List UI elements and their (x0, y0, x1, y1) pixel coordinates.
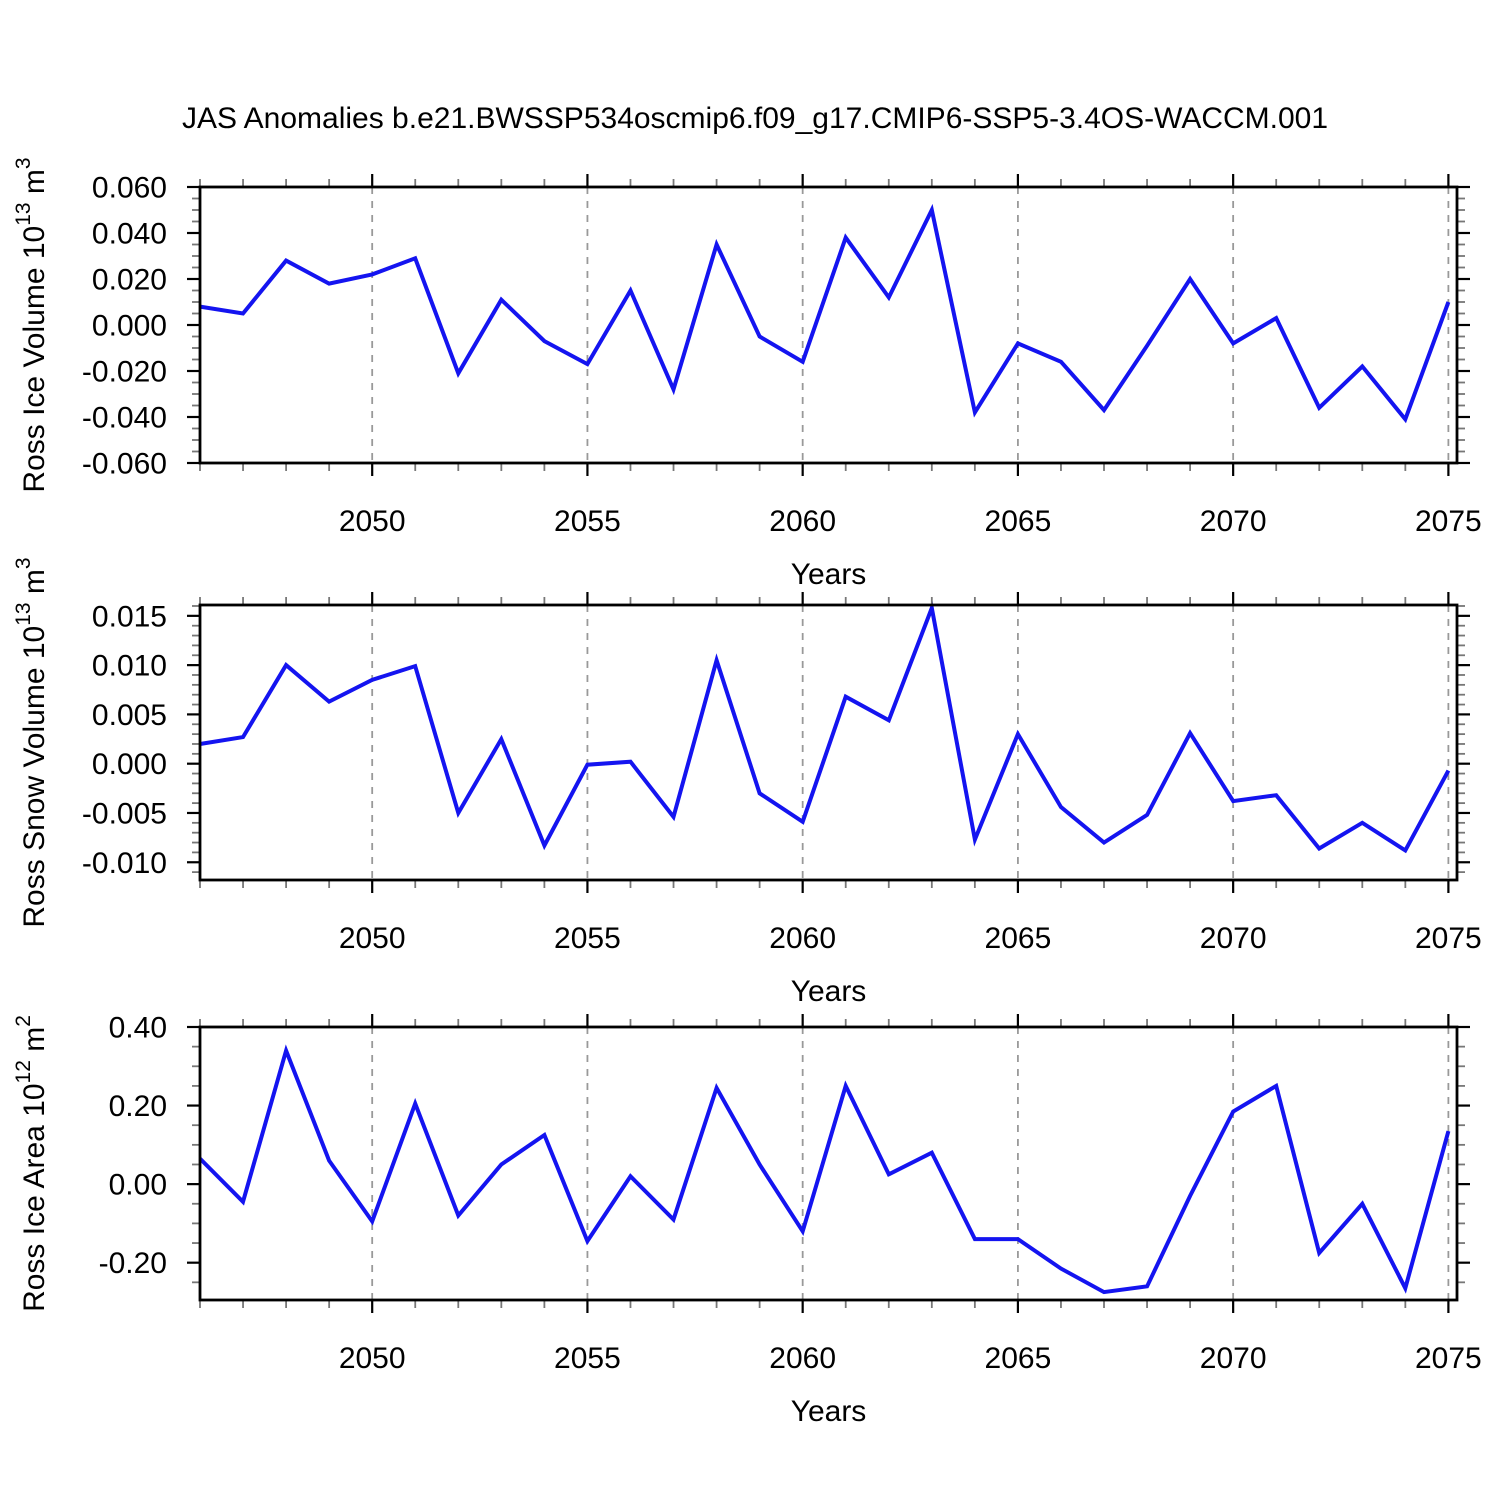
x-tick-label: 2065 (985, 922, 1052, 955)
x-tick-label: 2055 (554, 505, 621, 538)
x-tick-label: 2065 (985, 1342, 1052, 1375)
y-axis-title: Ross Snow Volume 1013 m3 (12, 557, 51, 927)
x-tick-label: 2055 (554, 922, 621, 955)
y-axis-title: Ross Ice Volume 1013 m3 (12, 157, 51, 492)
x-tick-label: 2070 (1200, 922, 1267, 955)
y-axis-title: Ross Ice Area 1012 m2 (12, 1015, 51, 1312)
plot-border (198, 603, 1459, 882)
y-tick-label: 0.000 (92, 310, 167, 343)
series-line-ross-ice-volume (199, 203, 1451, 424)
y-tick-label: 0.20 (109, 1090, 167, 1123)
y-tick-label: -0.20 (99, 1247, 167, 1280)
plot-border (198, 185, 1459, 465)
y-tick-label: -0.010 (82, 847, 167, 880)
series-line-ross-ice-area (198, 1044, 1451, 1295)
y-tick-label: -0.005 (82, 797, 167, 830)
x-axis-title: Years (791, 558, 867, 591)
x-axis-title: Years (791, 1395, 867, 1428)
y-tick-label: -0.060 (82, 448, 167, 481)
x-tick-label: 2075 (1415, 922, 1482, 955)
x-tick-label: 2065 (985, 505, 1052, 538)
y-tick-label: -0.020 (82, 356, 167, 389)
x-axis-title: Years (791, 975, 867, 1008)
x-tick-label: 2075 (1415, 505, 1482, 538)
x-tick-label: 2060 (769, 922, 836, 955)
y-tick-label: 0.00 (109, 1169, 167, 1202)
x-tick-label: 2075 (1415, 1342, 1482, 1375)
y-tick-label: 0.000 (92, 748, 167, 781)
y-tick-label: 0.010 (92, 650, 167, 683)
page-title: JAS Anomalies b.e21.BWSSP534oscmip6.f09_… (182, 102, 1328, 135)
y-tick-label: 0.040 (92, 218, 167, 251)
x-tick-label: 2060 (769, 505, 836, 538)
y-tick-label: 0.020 (92, 264, 167, 297)
x-tick-label: 2050 (339, 505, 406, 538)
series-line-ross-snow-volume (199, 600, 1451, 854)
y-tick-label: 0.060 (92, 172, 167, 205)
x-tick-label: 2050 (339, 922, 406, 955)
x-tick-label: 2060 (769, 1342, 836, 1375)
y-tick-label: -0.040 (82, 402, 167, 435)
x-tick-label: 2050 (339, 1342, 406, 1375)
x-tick-label: 2070 (1200, 1342, 1267, 1375)
panel-ross-ice-volume: 0.060 0.040 0.020 0.000 -0.020 -0.040 -0.060 20… (12, 157, 1482, 591)
y-tick-label: 0.40 (109, 1012, 167, 1045)
x-tick-label: 2055 (554, 1342, 621, 1375)
panel-ross-ice-area: 0.40 0.20 0.00 -0.20 2050 2055 2060 2065 2070 207… (12, 1012, 1482, 1429)
y-tick-label: 0.005 (92, 699, 167, 732)
panel-ross-snow-volume: 0.015 0.010 0.005 0.000 -0.005 -0.010 2050 2055… (12, 557, 1482, 1008)
plot-border (198, 1025, 1459, 1302)
x-tick-label: 2070 (1200, 505, 1267, 538)
y-tick-label: 0.015 (92, 600, 167, 633)
